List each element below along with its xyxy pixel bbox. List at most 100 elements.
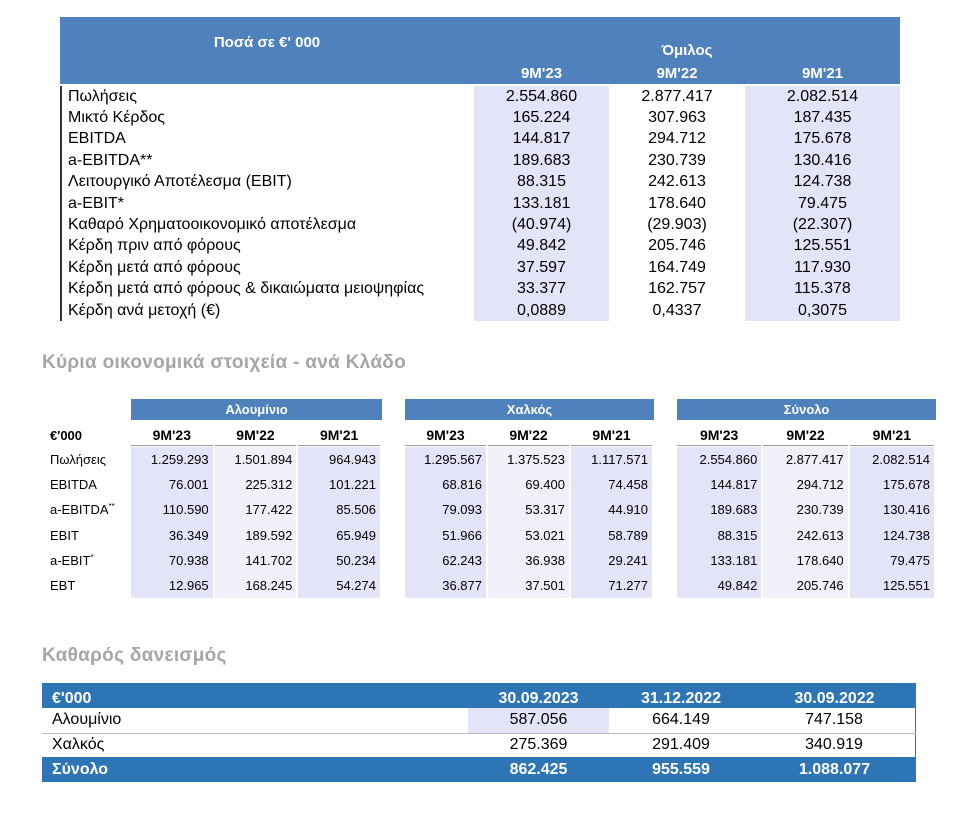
cell-value: 0,3075 — [798, 301, 847, 319]
cell-value: 49.842 — [717, 578, 758, 594]
cell-value: 162.757 — [648, 280, 706, 298]
cell-value: 205.746 — [796, 578, 844, 594]
cell-value: 133.181 — [512, 194, 571, 212]
cell-value: 36.938 — [525, 552, 565, 568]
row-label: Καθαρό Χρηματοοικονομικό αποτέλεσμα — [68, 216, 357, 234]
section-title: Κύρια οικονομικά στοιχεία - ανά Κλάδο — [42, 352, 407, 373]
total-bg — [42, 757, 916, 782]
cell-value: 189.683 — [512, 151, 571, 169]
row-label: EBIT — [50, 527, 79, 543]
column-band — [571, 447, 652, 598]
cell-value: 747.158 — [753, 708, 916, 733]
row-label: EBT — [50, 578, 76, 594]
column-header: 9M'23 — [405, 424, 486, 446]
cell-value: 115.378 — [794, 280, 851, 298]
row-label: Αλουμίνιο — [52, 711, 122, 729]
column-header: 31.12.2022 — [640, 690, 722, 707]
cell-value: 0,4337 — [652, 301, 702, 319]
cell-value: 70.938 — [168, 552, 209, 568]
cell-value: 53.317 — [525, 502, 565, 518]
header-bg — [42, 683, 916, 708]
cell-value: 58.789 — [608, 527, 648, 543]
cell-value: 165.224 — [512, 109, 571, 127]
cell-value: 175.678 — [882, 477, 930, 493]
cell-value: 50.234 — [336, 552, 376, 568]
cell-value: 125.551 — [793, 237, 852, 255]
cell-value: 1.375.523 — [507, 452, 565, 468]
row-label: Κέρδη ανά μετοχή (€) — [68, 301, 221, 319]
cell-value: 37.597 — [517, 258, 566, 276]
footnote-mark: ** — [108, 502, 115, 512]
cell-value: 101.221 — [328, 477, 376, 493]
column-header: 9M'22 — [763, 424, 848, 446]
cell-value: 69.400 — [525, 477, 565, 493]
row-label: a-EBIT* — [68, 194, 125, 212]
column-header: 9M'22 — [214, 424, 297, 446]
cell-value: 53.021 — [525, 527, 565, 543]
cell-value: 71.277 — [608, 578, 648, 594]
cell-value: 144.817 — [710, 477, 758, 493]
row-label: Κέρδη μετά από φόρους & δικαιώματα μειοψ… — [68, 280, 425, 298]
cell-value: 291.409 — [652, 735, 710, 753]
cell-value: 117.930 — [794, 258, 851, 276]
row-label: Κέρδη μετά από φόρους — [68, 258, 241, 276]
cell-value: 230.739 — [648, 151, 706, 169]
cell-value: 124.738 — [793, 173, 852, 191]
cell-value: 33.377 — [517, 280, 566, 298]
row-label: Κέρδη πριν από φόρους — [68, 237, 241, 255]
cell-value: 664.149 — [652, 711, 710, 729]
row-label: a-EBITDA** — [68, 151, 153, 169]
row-label: Λειτουργικό Αποτέλεσμα (EBIT) — [68, 173, 292, 191]
cell-value: 2.082.514 — [872, 452, 930, 468]
column-header: €'000 — [52, 690, 92, 707]
cell-value: 587.056 — [468, 708, 609, 733]
cell-value: 178.640 — [796, 552, 844, 568]
section-title: Καθαρός δανεισμός — [42, 645, 227, 666]
group-header: Σύνολο — [677, 399, 936, 420]
total-value: 1.088.077 — [798, 760, 871, 778]
cell-value: 294.712 — [796, 477, 844, 493]
cell-value: 74.458 — [608, 477, 648, 493]
cell-value: 2.554.860 — [699, 452, 758, 468]
column-header: 9M'23 — [131, 424, 213, 446]
cell-value: 110.590 — [162, 502, 209, 518]
cell-value: 68.816 — [442, 477, 482, 493]
total-value: 862.425 — [509, 760, 568, 778]
cell-value: 125.551 — [882, 578, 930, 594]
cell-value: 164.749 — [648, 258, 706, 276]
cell-value: 0,0889 — [517, 301, 566, 319]
cell-value: 964.943 — [328, 452, 376, 468]
cell-value: 242.613 — [796, 527, 844, 543]
total-label: Σύνολο — [52, 760, 109, 778]
cell-value: 54.274 — [336, 578, 376, 594]
row-label: Μικτό Κέρδος — [68, 109, 165, 127]
group-label: Όμιλος — [661, 41, 713, 59]
cell-value: 275.369 — [509, 735, 568, 753]
footnote-mark: * — [90, 552, 94, 562]
cell-value: 189.683 — [710, 502, 758, 518]
group-header: Χαλκός — [405, 399, 654, 420]
column-header: 9M'23 — [520, 64, 563, 82]
cell-value: 205.746 — [648, 237, 706, 255]
column-header: 9M'21 — [571, 424, 652, 446]
rule — [42, 733, 916, 734]
cell-value: 144.817 — [512, 130, 571, 148]
cell-value: 307.963 — [648, 109, 706, 127]
column-band — [131, 447, 213, 598]
column-band — [214, 447, 297, 598]
column-header: 9M'21 — [298, 424, 380, 446]
column-band — [474, 86, 609, 321]
column-header: 9M'23 — [677, 424, 762, 446]
cell-value: 175.678 — [793, 130, 852, 148]
cell-value: 130.416 — [882, 502, 930, 518]
column-band — [677, 447, 762, 598]
cell-value: 2.082.514 — [786, 87, 859, 105]
row-label: EBITDA — [50, 477, 97, 493]
cell-value: 141.702 — [245, 552, 293, 568]
cell-value: 230.739 — [796, 502, 844, 518]
cell-value: 88.315 — [517, 173, 566, 191]
cell-value: 1.295.567 — [424, 452, 482, 468]
cell-value: 178.640 — [648, 194, 706, 212]
cell-value: 79.475 — [890, 552, 930, 568]
